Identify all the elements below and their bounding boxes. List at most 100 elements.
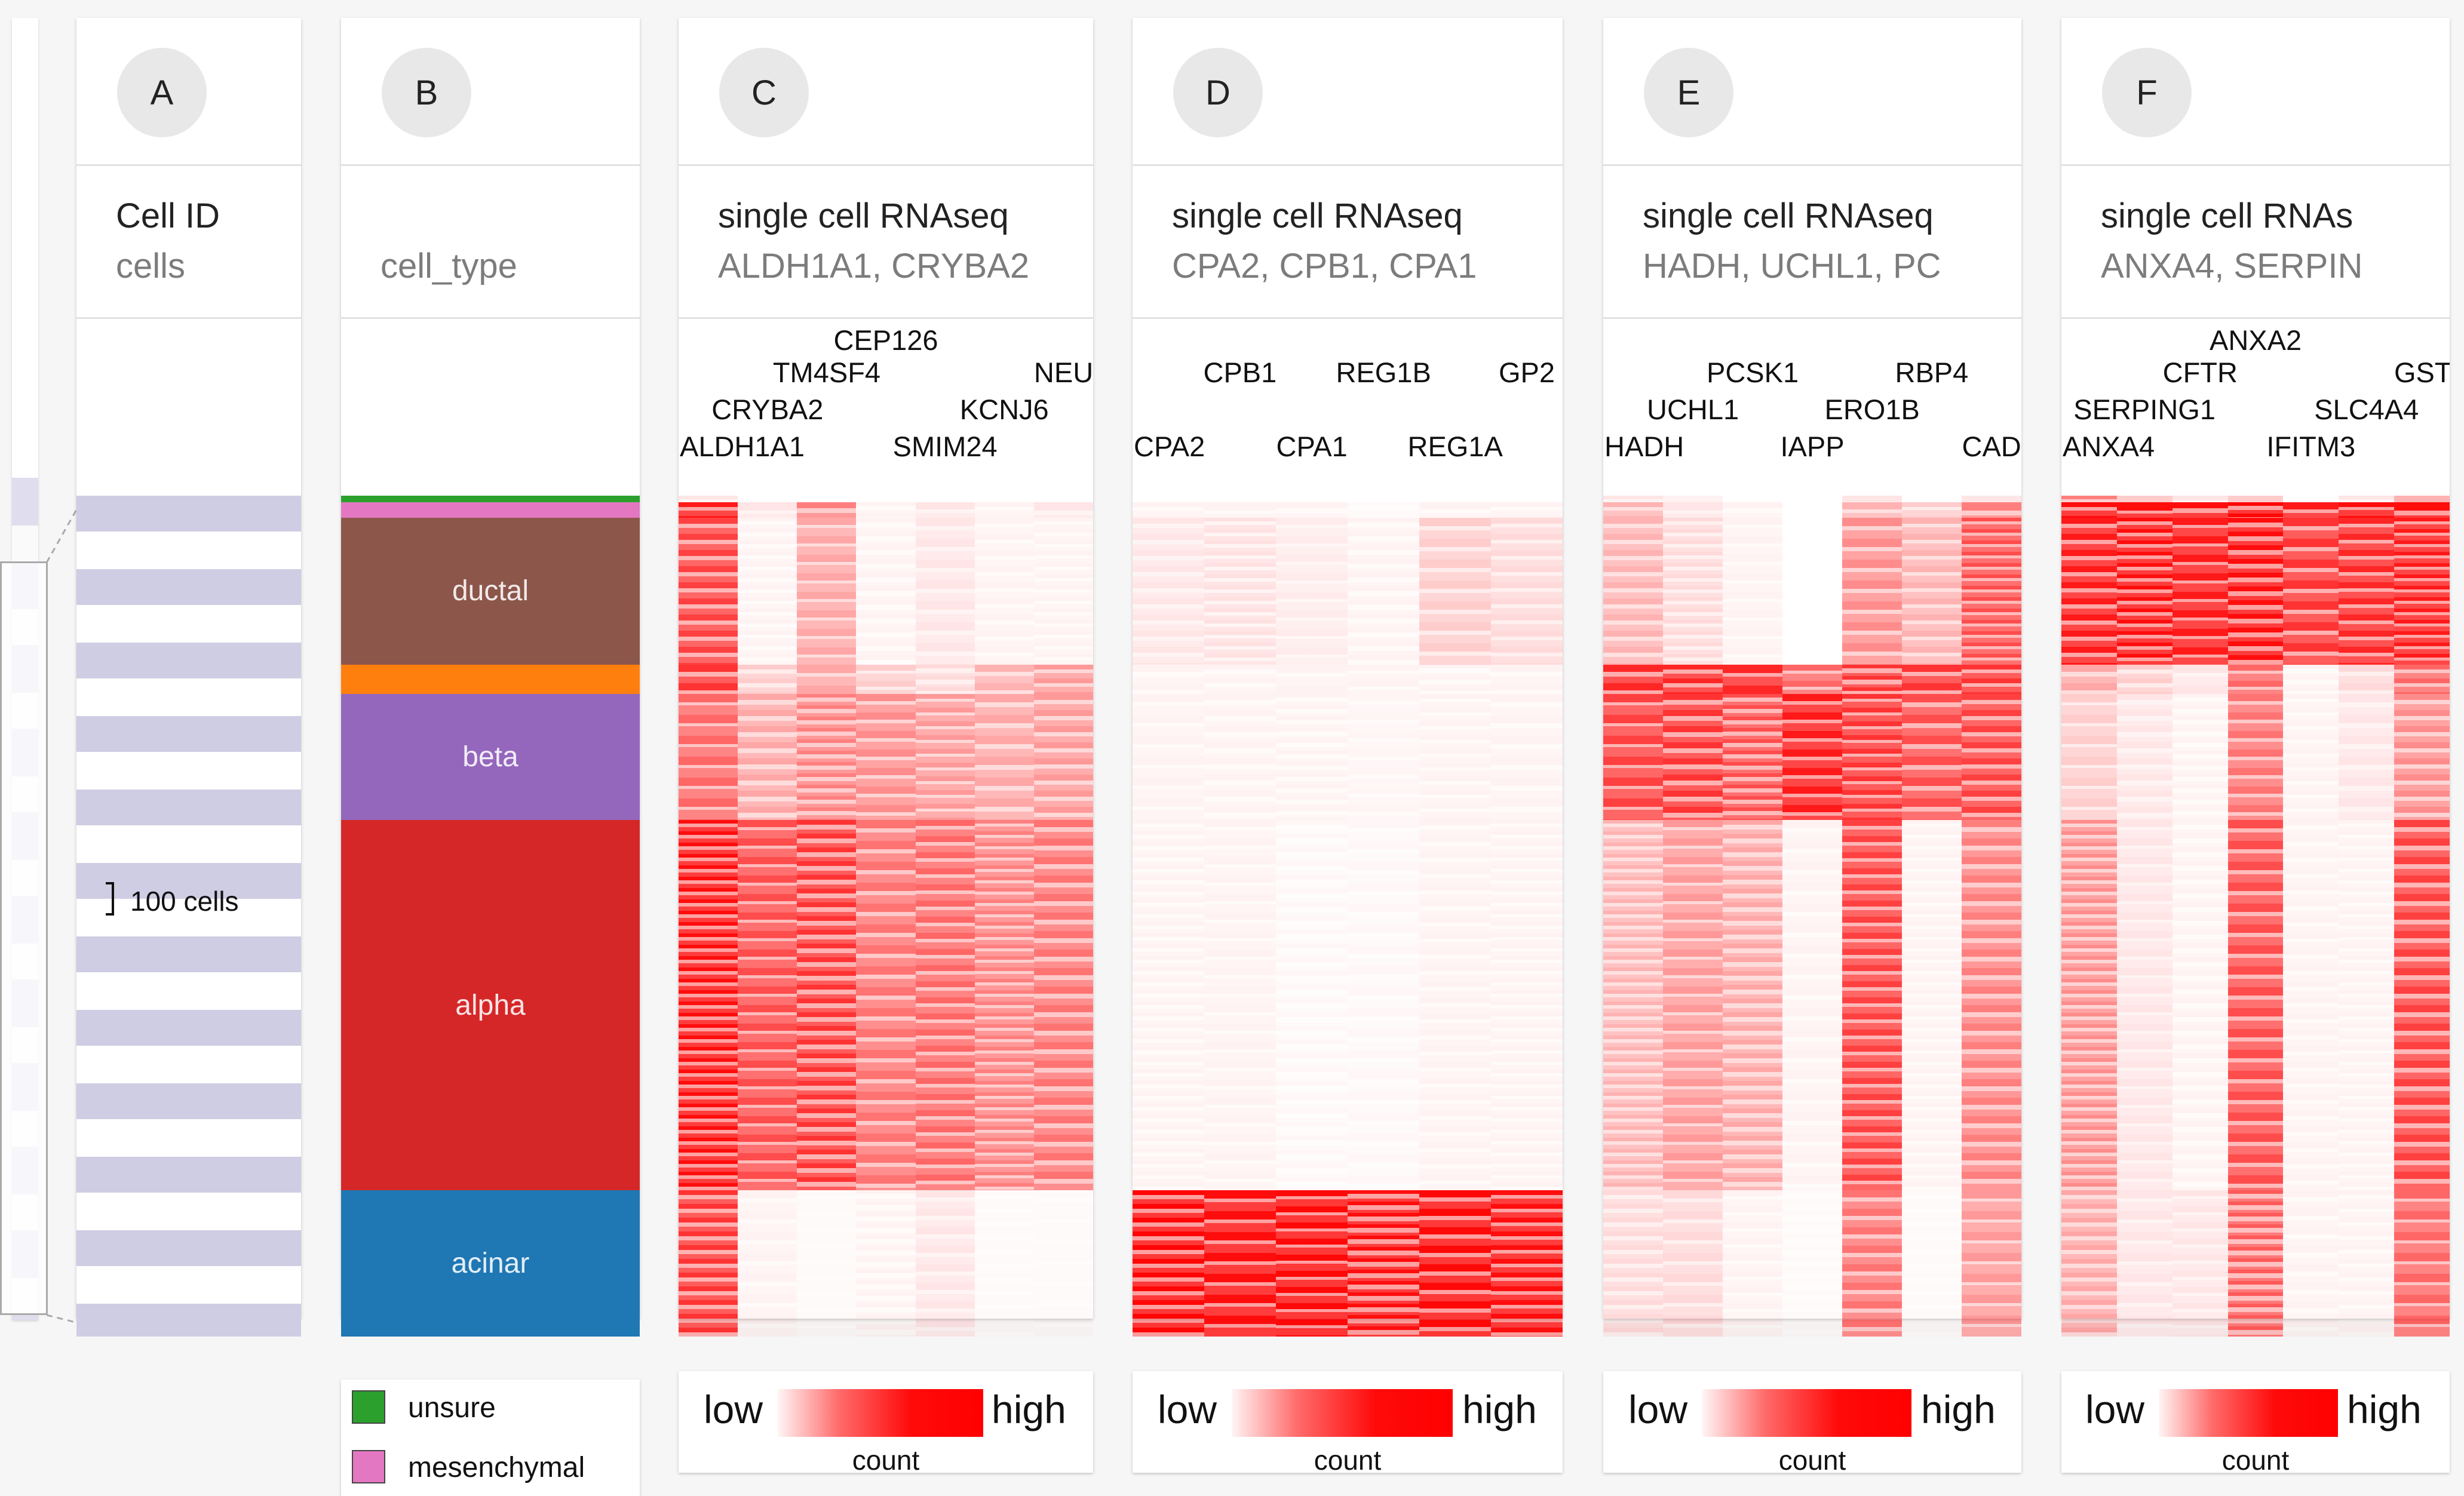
heatmap-segment	[1133, 496, 1204, 503]
cell-type-bands[interactable]: ductal beta alpha acinar	[341, 496, 640, 1337]
cell-row[interactable]	[76, 1083, 301, 1119]
heatmap-segment	[974, 694, 1034, 821]
heatmap-column[interactable]	[1276, 496, 1348, 1337]
heatmap-segment	[1842, 820, 1902, 1190]
heatmap-column[interactable]	[2283, 496, 2339, 1337]
gene-label: ERO1B	[1824, 394, 1920, 425]
cell-row[interactable]	[76, 790, 301, 825]
heatmap-segment	[1902, 665, 1962, 695]
heatmap-segment	[856, 694, 916, 821]
cell-row[interactable]	[76, 1304, 301, 1337]
heatmap-segment	[1663, 517, 1723, 665]
legend-swatch-mesenchymal[interactable]	[352, 1450, 385, 1483]
heatmap-segment	[2172, 517, 2228, 665]
heatmap-column[interactable]	[1491, 496, 1563, 1337]
gene-track-c: C single cell RNAseq ALDH1A1, CRYBA2 ALD…	[679, 18, 1093, 1337]
heatmap-segment	[797, 502, 857, 518]
heatmap-segment	[1663, 694, 1723, 821]
heatmap-segment	[856, 665, 916, 695]
cell-type-band[interactable]	[341, 502, 640, 518]
heatmap-segment	[2172, 502, 2228, 518]
brush-handle[interactable]	[0, 561, 48, 1315]
cell-row[interactable]	[76, 1157, 301, 1193]
heatmap-segment	[974, 820, 1034, 1190]
track-subtitle: ALDH1A1, CRYBA2	[718, 247, 1030, 285]
gene-label-area: CPA2 CPB1 CPA1 REG1B REG1A GP2	[1133, 319, 1563, 496]
heatmap-column[interactable]	[2172, 496, 2228, 1337]
heatmap-segment	[2394, 820, 2450, 1190]
heatmap-column[interactable]	[1962, 496, 2021, 1337]
cell-row[interactable]	[76, 1010, 301, 1046]
heatmap-segment	[2172, 1190, 2228, 1337]
heatmap-column[interactable]	[1902, 496, 1962, 1337]
heatmap-segment	[1033, 517, 1093, 665]
heatmap-segment	[797, 1190, 857, 1337]
heatmap-segment	[797, 665, 857, 695]
heatmap-column[interactable]	[738, 496, 797, 1337]
cell-type-band[interactable]: alpha	[341, 820, 640, 1190]
heatmap-column[interactable]	[856, 496, 916, 1337]
heatmap-column[interactable]	[1782, 496, 1842, 1337]
heatmap-column[interactable]	[1133, 496, 1204, 1337]
heatmap-column[interactable]	[974, 496, 1034, 1337]
heatmap-column[interactable]	[2061, 496, 2117, 1337]
heatmap-segment	[1782, 517, 1842, 665]
heatmap-segment	[2172, 665, 2228, 695]
heatmap-column[interactable]	[797, 496, 857, 1337]
cell-type-band[interactable]	[341, 665, 640, 695]
heatmap-column[interactable]	[2394, 496, 2450, 1337]
heatmap-column[interactable]	[1723, 496, 1782, 1337]
heatmap-segment	[1491, 820, 1563, 1190]
heatmap-column[interactable]	[2227, 496, 2284, 1337]
track-letter-badge[interactable]: E	[1644, 48, 1733, 137]
heatmap-column[interactable]	[1348, 496, 1419, 1337]
cell-row[interactable]	[76, 936, 301, 972]
heatmap-column[interactable]	[2116, 496, 2173, 1337]
track-letter-badge[interactable]: F	[2102, 48, 2192, 137]
color-gradient-bar	[1232, 1389, 1453, 1437]
track-letter-badge[interactable]: B	[382, 48, 471, 137]
heatmap-segment	[1663, 665, 1723, 695]
cell-type-band[interactable]	[341, 496, 640, 503]
cell-row[interactable]	[76, 716, 301, 752]
cell-type-band[interactable]: ductal	[341, 517, 640, 665]
heatmap-segment	[1962, 665, 2021, 695]
cell-id-track: A Cell ID cells	[76, 18, 301, 1337]
heatmap-segment	[738, 820, 797, 1190]
cell-row[interactable]	[76, 569, 301, 605]
legend-swatch-unsure[interactable]	[352, 1390, 385, 1424]
cell-id-stripes[interactable]	[76, 496, 301, 1337]
expression-heatmap[interactable]	[1133, 496, 1563, 1337]
heatmap-column[interactable]	[1033, 496, 1093, 1337]
heatmap-segment	[2116, 665, 2173, 695]
cell-row[interactable]	[76, 496, 301, 532]
heatmap-column[interactable]	[1603, 496, 1663, 1337]
heatmap-column[interactable]	[1663, 496, 1723, 1337]
heatmap-segment	[1348, 517, 1419, 665]
color-legend-f: low high count	[2061, 1371, 2450, 1476]
color-legend-e: low high count	[1603, 1371, 2021, 1476]
gene-label: ANXA4	[2063, 431, 2155, 462]
expression-heatmap[interactable]	[679, 496, 1093, 1337]
cell-type-band[interactable]: beta	[341, 694, 640, 821]
track-letter-badge[interactable]: C	[719, 48, 809, 137]
heatmap-column[interactable]	[679, 496, 738, 1337]
heatmap-column[interactable]	[1419, 496, 1491, 1337]
cell-row[interactable]	[76, 643, 301, 678]
cell-row[interactable]	[76, 1230, 301, 1266]
heatmap-segment	[1723, 694, 1782, 821]
expression-heatmap[interactable]	[1603, 496, 2021, 1337]
heatmap-segment	[2061, 496, 2117, 503]
cell-type-legend: unsure mesenchymal	[341, 1380, 640, 1496]
expression-heatmap[interactable]	[2061, 496, 2450, 1337]
heatmap-column[interactable]	[1204, 496, 1276, 1337]
track-letter-badge[interactable]: D	[1173, 48, 1263, 137]
heatmap-column[interactable]	[915, 496, 975, 1337]
track-letter-badge[interactable]: A	[117, 48, 207, 137]
cell-type-band[interactable]: acinar	[341, 1190, 640, 1337]
gene-label: CFTR	[2162, 357, 2238, 388]
heatmap-segment	[1663, 820, 1723, 1190]
heatmap-column[interactable]	[1842, 496, 1902, 1337]
heatmap-column[interactable]	[2339, 496, 2395, 1337]
heatmap-segment	[1902, 502, 1962, 518]
